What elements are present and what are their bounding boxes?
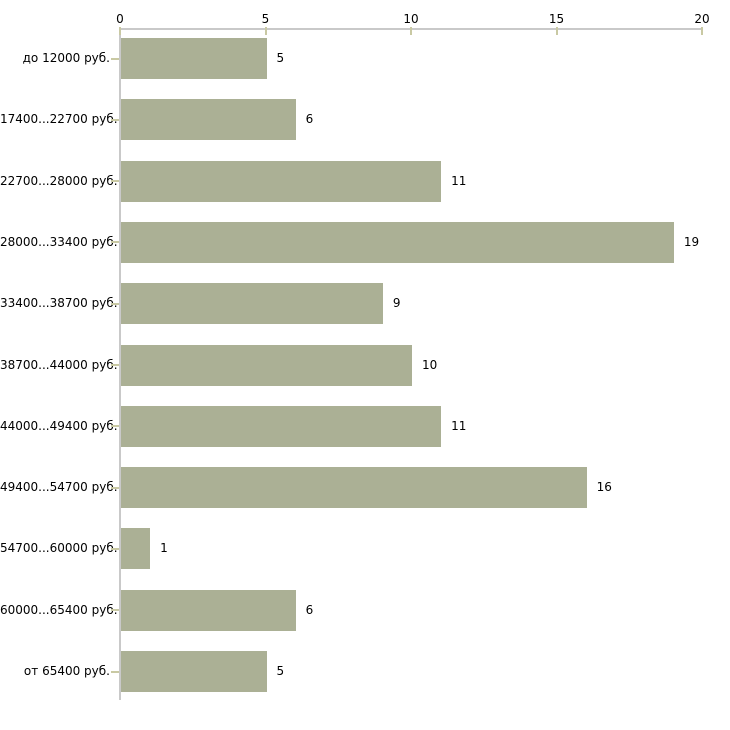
x-tick-mark: [701, 27, 703, 35]
value-label: 11: [451, 173, 467, 188]
value-label: 5: [276, 664, 285, 678]
category-tick-mark: [111, 118, 119, 121]
category-label: 38700...44000 руб.: [0, 357, 118, 372]
category-label: до 12000 руб.: [22, 51, 110, 65]
bar: [121, 283, 383, 325]
bar: [121, 38, 267, 79]
category-label: 44000...49400 руб.: [0, 418, 118, 433]
bar: [121, 589, 296, 631]
category-label: 17400...22700 руб.: [0, 112, 118, 127]
x-tick-label: 15: [548, 12, 565, 26]
category-tick-mark: [111, 425, 119, 428]
x-tick-mark: [555, 27, 558, 35]
category-tick-mark: [111, 670, 119, 673]
value-label: 10: [422, 357, 438, 372]
category-label: от 65400 руб.: [23, 664, 110, 678]
bar: [121, 99, 296, 141]
bar: [121, 651, 267, 692]
category-tick-mark: [111, 57, 119, 60]
x-tick-mark: [410, 27, 412, 35]
bar: [121, 344, 412, 386]
category-tick-mark: [111, 364, 119, 366]
x-tick-label: 20: [694, 12, 710, 26]
bar: [121, 221, 674, 263]
category-tick-mark: [111, 180, 119, 183]
x-tick-label: 0: [116, 12, 124, 26]
bar: [121, 160, 442, 202]
value-label: 5: [276, 51, 285, 65]
category-tick-mark: [111, 241, 119, 244]
category-label: 49400...54700 руб.: [0, 480, 118, 495]
value-label: 1: [160, 541, 168, 556]
value-label: 11: [451, 418, 467, 433]
x-tick-mark: [119, 27, 121, 35]
bar: [121, 467, 587, 509]
category-label: 54700...60000 руб.: [0, 541, 118, 556]
value-label: 16: [596, 480, 612, 495]
value-label: 9: [392, 296, 401, 311]
category-label: 33400...38700 руб.: [0, 296, 118, 311]
value-label: 6: [305, 112, 314, 127]
bar: [121, 528, 151, 570]
category-label: 60000...65400 руб.: [0, 602, 118, 617]
category-tick-mark: [111, 547, 119, 550]
category-tick-mark: [111, 302, 119, 305]
category-label: 22700...28000 руб.: [0, 173, 118, 188]
y-axis-line: [119, 28, 121, 700]
category-tick-mark: [111, 609, 119, 612]
value-label: 6: [305, 602, 314, 617]
x-tick-label: 10: [403, 12, 419, 26]
bar: [121, 405, 442, 447]
category-tick-mark: [111, 486, 119, 489]
category-label: 28000...33400 руб.: [0, 234, 118, 249]
x-tick-mark: [264, 27, 267, 35]
value-label: 19: [683, 234, 700, 249]
x-tick-label: 5: [261, 12, 270, 26]
